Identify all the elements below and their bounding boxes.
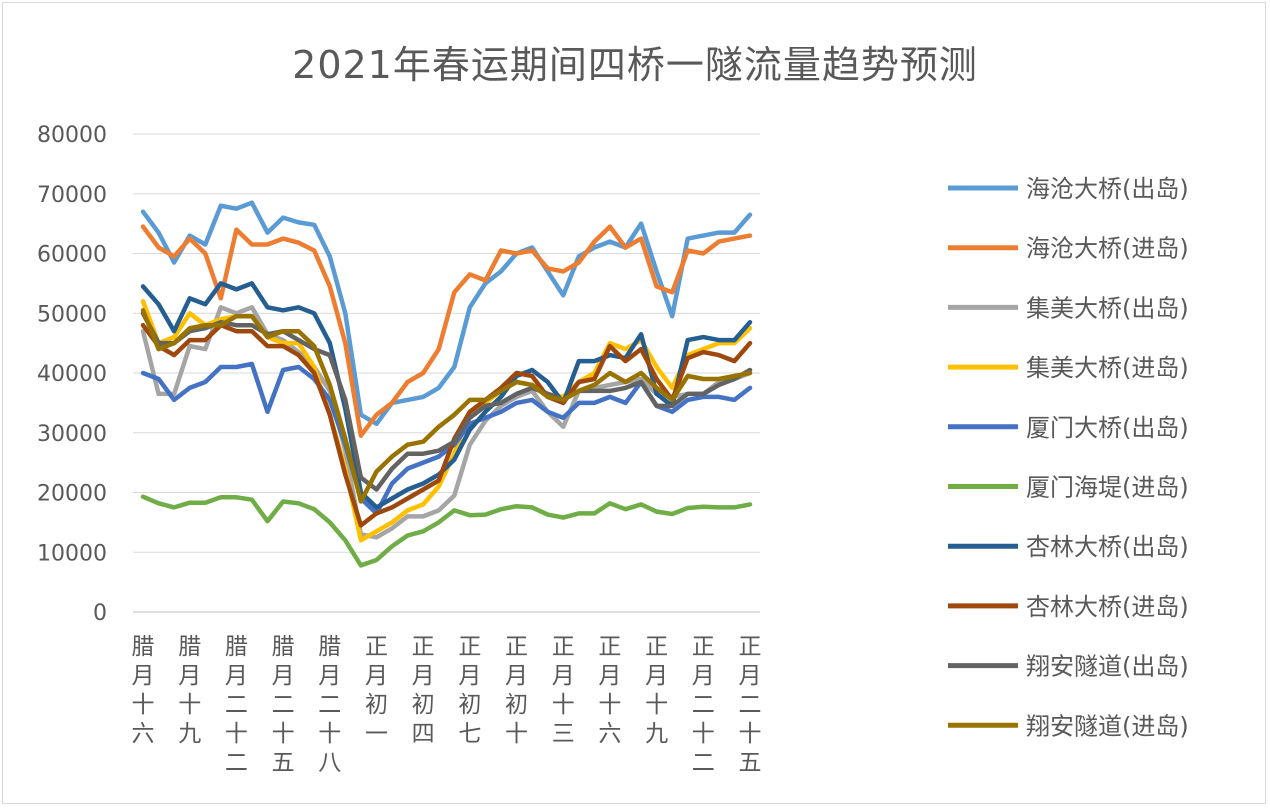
x-tick-label: 腊月二十八 [318, 634, 341, 776]
legend-label: 杏林大桥(进岛) [1026, 593, 1189, 621]
x-tick-label: 正月初一 [365, 634, 388, 747]
y-tick-label: 30000 [37, 422, 107, 447]
series-line [140, 361, 753, 516]
x-tick-label: 正月二十五 [739, 634, 762, 776]
y-tick-label: 70000 [37, 183, 107, 208]
series-line [140, 494, 753, 568]
series-line [140, 224, 753, 438]
y-tick-label: 10000 [37, 541, 107, 566]
legend-label: 海沧大桥(进岛) [1026, 235, 1189, 263]
x-tick-label: 正月十三 [552, 634, 575, 747]
legend-label: 杏林大桥(出岛) [1026, 533, 1189, 561]
series-line [140, 322, 753, 528]
legend-label: 海沧大桥(出岛) [1026, 175, 1189, 203]
series-line [140, 308, 753, 504]
x-tick-label: 正月初四 [412, 634, 435, 747]
x-tick-label: 正月十六 [598, 634, 621, 747]
y-tick-label: 80000 [37, 123, 107, 148]
y-axis-ticks: 0 10000 20000 30000 40000 50000 60000 70000 8000… [37, 123, 107, 626]
x-tick-label: 正月十九 [645, 634, 668, 747]
legend-label: 翔安隧道(出岛) [1026, 653, 1189, 681]
x-tick-label: 正月二十二 [692, 634, 715, 776]
y-tick-label: 40000 [37, 362, 107, 387]
legend: 海沧大桥(出岛) 海沧大桥(进岛) 集美大桥(出岛) 集美大桥(进岛) 厦门大桥(出岛)… [948, 175, 1189, 740]
legend-label: 集美大桥(出岛) [1026, 294, 1189, 322]
x-tick-label: 正月初七 [458, 634, 481, 747]
series-lines [140, 200, 753, 568]
x-tick-label: 正月初十 [505, 634, 528, 747]
legend-label: 厦门大桥(出岛) [1026, 414, 1189, 442]
chart-title: 2021年春运期间四桥一隧流量趋势预测 [292, 43, 978, 87]
series-line [140, 311, 753, 492]
legend-label: 厦门海堤(进岛) [1026, 474, 1189, 502]
x-tick-label: 腊月二十五 [272, 634, 295, 776]
y-tick-label: 60000 [37, 243, 107, 268]
x-tick-label: 腊月二十二 [225, 634, 248, 776]
series-line [140, 305, 753, 540]
y-tick-label: 0 [93, 601, 107, 626]
y-tick-label: 20000 [37, 482, 107, 507]
x-tick-label: 腊月十九 [178, 634, 201, 747]
legend-label: 集美大桥(进岛) [1026, 354, 1189, 382]
legend-label: 翔安隧道(进岛) [1026, 712, 1189, 740]
x-tick-label: 腊月十六 [132, 634, 155, 747]
series-line [140, 200, 753, 427]
y-tick-label: 50000 [37, 302, 107, 327]
